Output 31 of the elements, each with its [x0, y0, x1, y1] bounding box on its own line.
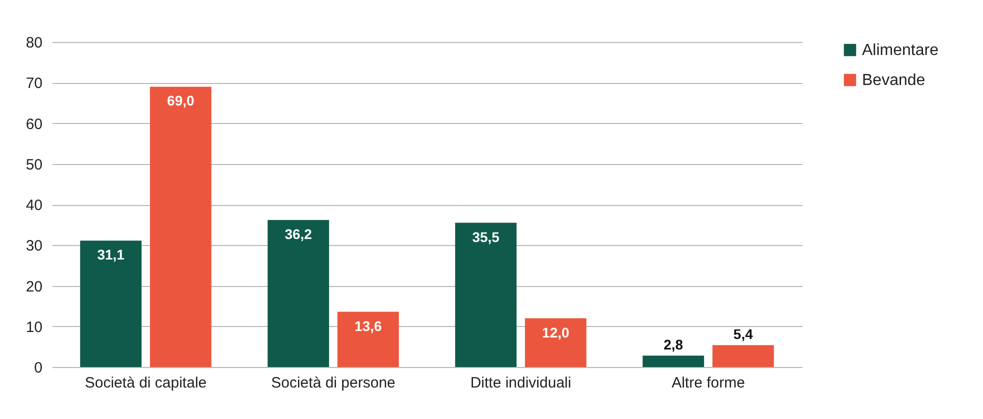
data-label: 69,0	[167, 92, 194, 109]
bar	[455, 222, 517, 367]
y-tick-label: 20	[26, 278, 42, 296]
bar	[524, 318, 586, 367]
y-tick-label: 80	[26, 34, 42, 52]
bar	[268, 220, 330, 367]
data-label: 5,4	[733, 326, 754, 342]
data-label: 13,6	[354, 318, 382, 334]
y-tick-label: 50	[26, 156, 42, 174]
y-tick-label: 30	[26, 238, 42, 255]
bar	[337, 312, 399, 367]
y-tick-label: 40	[26, 197, 42, 214]
y-tick-label: 70	[26, 75, 42, 92]
data-label: 12,0	[542, 324, 570, 340]
x-tick-label: Società di persone	[271, 374, 396, 392]
bar	[150, 86, 212, 367]
x-tick-label: Ditte individuali	[470, 374, 572, 392]
y-tick-label: 0	[34, 360, 42, 376]
y-tick-label: 60	[26, 116, 42, 133]
x-tick-label: Altre forme	[672, 374, 745, 392]
legend-label: Bevande	[862, 72, 926, 89]
data-label: 36,2	[284, 226, 312, 242]
data-label: 31,1	[97, 246, 125, 263]
bar	[80, 240, 142, 367]
legend-label: Alimentare	[862, 42, 939, 59]
y-tick-label: 10	[26, 318, 42, 336]
x-tick-label: Società di capitale	[84, 374, 207, 392]
bar	[712, 345, 774, 367]
data-label: 2,8	[664, 336, 684, 353]
bar	[642, 356, 704, 367]
data-label: 35,5	[472, 228, 500, 245]
